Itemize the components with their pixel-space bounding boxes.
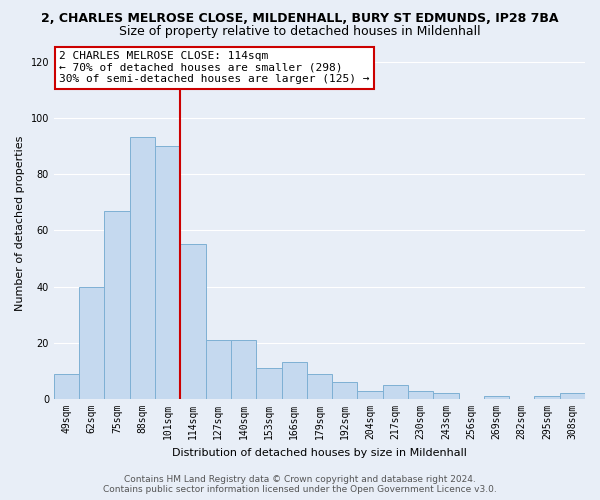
- Bar: [281, 362, 307, 399]
- Bar: [484, 396, 509, 399]
- Text: 2 CHARLES MELROSE CLOSE: 114sqm
← 70% of detached houses are smaller (298)
30% o: 2 CHARLES MELROSE CLOSE: 114sqm ← 70% of…: [59, 51, 370, 84]
- Text: 2, CHARLES MELROSE CLOSE, MILDENHALL, BURY ST EDMUNDS, IP28 7BA: 2, CHARLES MELROSE CLOSE, MILDENHALL, BU…: [41, 12, 559, 26]
- Bar: [155, 146, 181, 399]
- Bar: [383, 385, 408, 399]
- Y-axis label: Number of detached properties: Number of detached properties: [15, 136, 25, 311]
- Bar: [256, 368, 281, 399]
- Bar: [104, 210, 130, 399]
- Bar: [231, 340, 256, 399]
- Bar: [433, 394, 458, 399]
- Bar: [560, 394, 585, 399]
- Bar: [130, 138, 155, 399]
- Bar: [307, 374, 332, 399]
- X-axis label: Distribution of detached houses by size in Mildenhall: Distribution of detached houses by size …: [172, 448, 467, 458]
- Bar: [206, 340, 231, 399]
- Bar: [332, 382, 358, 399]
- Text: Contains HM Land Registry data © Crown copyright and database right 2024.
Contai: Contains HM Land Registry data © Crown c…: [103, 474, 497, 494]
- Bar: [181, 244, 206, 399]
- Bar: [79, 286, 104, 399]
- Bar: [535, 396, 560, 399]
- Bar: [408, 390, 433, 399]
- Text: Size of property relative to detached houses in Mildenhall: Size of property relative to detached ho…: [119, 25, 481, 38]
- Bar: [358, 390, 383, 399]
- Bar: [54, 374, 79, 399]
